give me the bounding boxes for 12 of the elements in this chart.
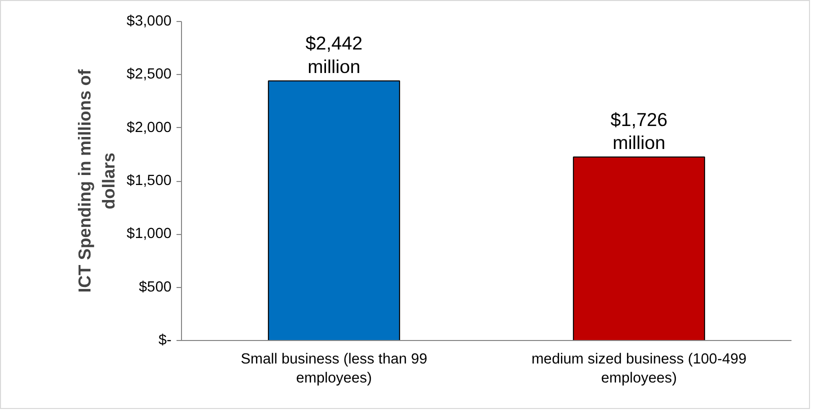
y-tick-label: $1,500 [126,173,172,189]
y-tick-label: $500 [138,279,172,296]
y-tick-label: $1,000 [126,226,172,242]
y-tick-label: $2,500 [126,66,172,83]
data-label: $2,442 million [305,32,363,77]
y-axis-title: ICT Spending in millions of dollars [74,69,119,293]
y-tick-label: $- [158,332,172,348]
data-label: $1,726 million [610,108,668,153]
y-tick-label: $2,000 [126,120,172,136]
y-tick-label: $3,000 [126,14,172,30]
x-tick-label: Small business (less than 99 employees) [240,352,428,387]
x-tick-label: medium sized business (100-499 employees) [531,352,747,387]
